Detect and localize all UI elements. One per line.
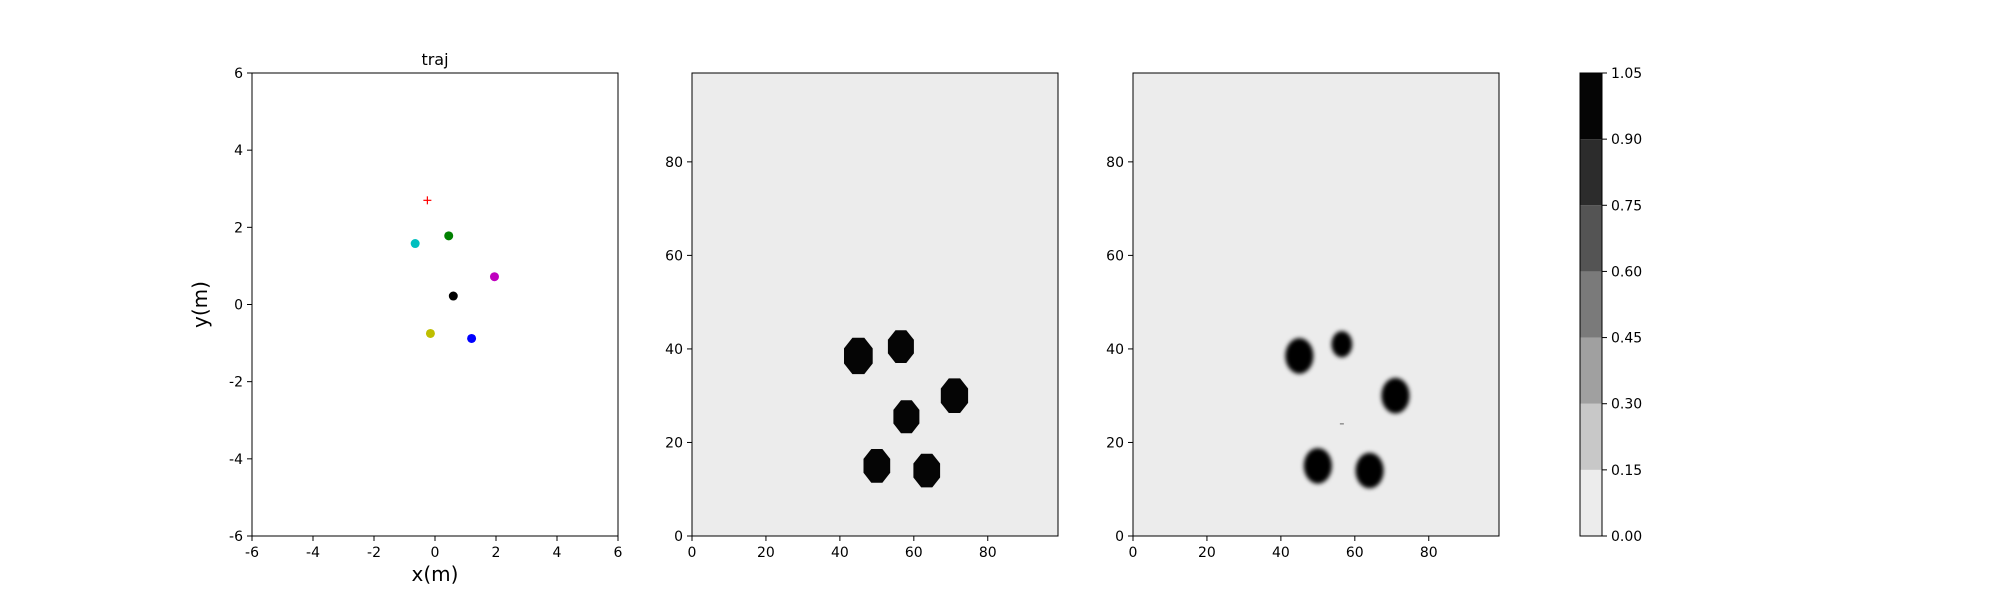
map1-x-tick-label: 80 bbox=[979, 545, 997, 561]
colorbar-band bbox=[1580, 271, 1602, 338]
x-axis-label: x(m) bbox=[412, 562, 459, 586]
map2-obstacle-blob bbox=[1381, 377, 1410, 414]
colorbar-tick-label: 0.15 bbox=[1611, 463, 1642, 479]
occupancy-map-2-frame bbox=[1132, 72, 1500, 537]
colorbar-band bbox=[1580, 403, 1602, 470]
map2-obstacle-blob bbox=[1331, 331, 1353, 358]
map1-x-tick-label: 40 bbox=[831, 545, 849, 561]
map2-obstacle-blob bbox=[1355, 452, 1384, 489]
traj-y-tick-label: 2 bbox=[234, 220, 243, 236]
colorbar-tick-label: 0.45 bbox=[1611, 331, 1642, 347]
map1-y-tick-label: 40 bbox=[665, 342, 683, 358]
agent-point bbox=[444, 231, 454, 241]
trajectory-plot-area bbox=[251, 72, 619, 537]
map2-obstacle-blob bbox=[1285, 338, 1314, 374]
colorbar-tick-label: 1.05 bbox=[1611, 66, 1642, 82]
colorbar-band bbox=[1580, 205, 1602, 272]
colorbar-band bbox=[1580, 139, 1602, 206]
map2-x-tick-label: 20 bbox=[1198, 545, 1216, 561]
map1-x-tick-label: 20 bbox=[757, 545, 775, 561]
traj-x-tick-label: -2 bbox=[367, 545, 381, 561]
map2-x-tick-label: 60 bbox=[1346, 545, 1364, 561]
agent-point bbox=[489, 272, 499, 282]
traj-y-tick-label: 0 bbox=[234, 298, 243, 314]
colorbar-band bbox=[1580, 73, 1602, 140]
colorbar-tick-label: 0.30 bbox=[1611, 397, 1642, 413]
map2-y-tick-label: 20 bbox=[1106, 435, 1124, 451]
occupancy-map-1-frame bbox=[691, 72, 1059, 537]
map2-speck bbox=[1339, 423, 1344, 425]
traj-y-tick-label: -4 bbox=[229, 452, 243, 468]
traj-y-tick-label: 6 bbox=[234, 66, 243, 82]
map2-y-tick-label: 0 bbox=[1115, 529, 1124, 545]
colorbar-tick-label: 0.00 bbox=[1611, 529, 1642, 545]
map1-obstacle-blob bbox=[863, 449, 891, 483]
traj-x-tick-label: 6 bbox=[614, 545, 623, 561]
traj-x-tick-label: -4 bbox=[306, 545, 320, 561]
traj-x-tick-label: -6 bbox=[245, 545, 259, 561]
agent-point bbox=[467, 333, 477, 343]
y-axis-label: y(m) bbox=[188, 281, 212, 328]
map2-y-tick-label: 80 bbox=[1106, 155, 1124, 171]
traj-y-tick-label: -6 bbox=[229, 529, 243, 545]
map1-y-tick-label: 20 bbox=[665, 435, 683, 451]
map2-x-tick-label: 80 bbox=[1420, 545, 1438, 561]
occupancy-map-1: 0 20 40 60 80 0 20 40 60 80 bbox=[665, 72, 1059, 561]
colorbar-band bbox=[1580, 469, 1602, 536]
traj-x-tick-label: 0 bbox=[431, 545, 440, 561]
map1-obstacle-blob bbox=[844, 337, 873, 375]
agent-point bbox=[448, 291, 458, 301]
map1-y-tick-label: 0 bbox=[674, 529, 683, 545]
map1-obstacle-blob bbox=[893, 400, 920, 434]
map2-obstacle-blob bbox=[1303, 448, 1332, 484]
map1-x-tick-label: 0 bbox=[688, 545, 697, 561]
map1-obstacle-blob bbox=[940, 378, 969, 413]
map2-x-tick-label: 40 bbox=[1272, 545, 1290, 561]
map2-y-tick-label: 60 bbox=[1106, 248, 1124, 264]
map2-x-tick-label: 0 bbox=[1129, 545, 1138, 561]
agent-point bbox=[410, 239, 420, 249]
traj-y-tick-label: -2 bbox=[229, 375, 243, 391]
colorbar-frame bbox=[1579, 72, 1603, 537]
colorbar-tick-label: 0.75 bbox=[1611, 198, 1642, 214]
colorbar-band bbox=[1580, 337, 1602, 404]
occupancy-map-2: 0 20 40 60 80 0 20 40 60 80 bbox=[1106, 72, 1500, 561]
goal-marker bbox=[423, 196, 432, 205]
map1-obstacle-blob bbox=[887, 330, 914, 363]
trajectory-plot: -6 -4 -2 0 2 4 6 -6 -4 -2 0 2 4 6 traj x(m) y(m) bbox=[188, 50, 623, 586]
map1-y-tick-label: 80 bbox=[665, 155, 683, 171]
colorbar-tick-label: 0.60 bbox=[1611, 264, 1642, 280]
map1-x-tick-label: 60 bbox=[905, 545, 923, 561]
map1-obstacle-blob bbox=[913, 453, 941, 488]
map2-y-tick-label: 40 bbox=[1106, 342, 1124, 358]
colorbar-tick-label: 0.90 bbox=[1611, 132, 1642, 148]
agent-point bbox=[425, 328, 435, 338]
traj-y-tick-label: 4 bbox=[234, 143, 243, 159]
map1-y-tick-label: 60 bbox=[665, 248, 683, 264]
traj-x-tick-label: 2 bbox=[492, 545, 501, 561]
traj-x-tick-label: 4 bbox=[553, 545, 562, 561]
colorbar: 0.00 0.15 0.30 0.45 0.60 0.75 0.90 1.05 bbox=[1579, 66, 1642, 545]
trajectory-title: traj bbox=[421, 50, 448, 69]
